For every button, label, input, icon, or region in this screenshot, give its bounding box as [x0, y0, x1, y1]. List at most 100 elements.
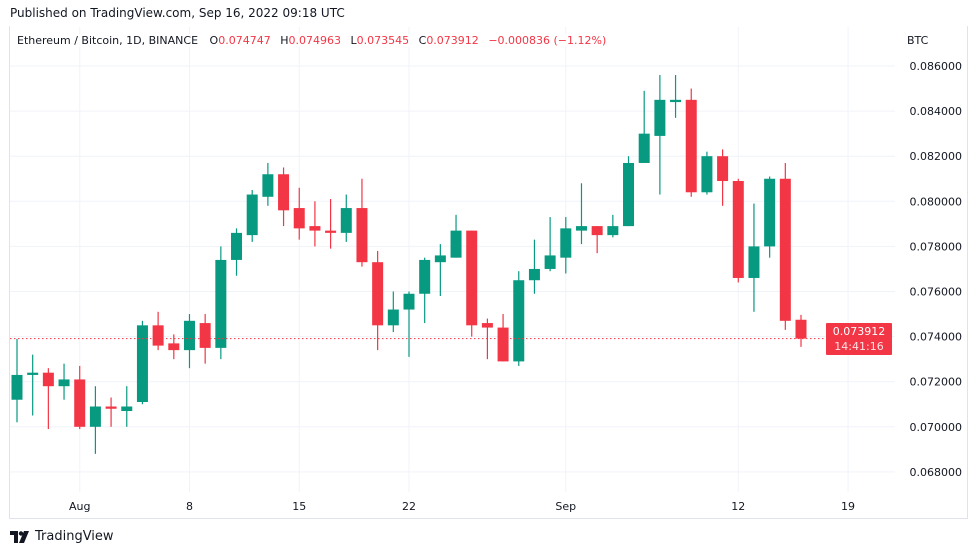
footer-brand[interactable]: TradingView — [10, 529, 114, 544]
close-label: C — [418, 34, 427, 47]
open-label: O — [209, 34, 219, 47]
candle-body — [795, 319, 807, 339]
candle-down — [685, 88, 697, 197]
candle-down — [42, 368, 54, 430]
candle-up — [575, 183, 587, 245]
candle-down — [74, 365, 86, 430]
candle-up — [246, 190, 258, 242]
candle-body — [11, 374, 23, 400]
candle-up — [27, 354, 39, 416]
candle-body — [105, 406, 117, 409]
candle-up — [638, 90, 650, 163]
candle-up — [89, 386, 101, 454]
candle-body — [481, 323, 493, 328]
close-value: 0.073912 — [426, 34, 479, 47]
candle-body — [340, 208, 352, 233]
candle-body — [638, 133, 650, 163]
candle-up — [58, 363, 70, 400]
candle-up — [11, 338, 23, 423]
change-value: −0.000836 (−1.12%) — [488, 34, 607, 47]
candle-up — [403, 291, 415, 357]
candle-body — [152, 325, 164, 346]
candle-body — [701, 156, 713, 193]
candle-body — [278, 174, 290, 211]
candle-up — [136, 320, 148, 405]
candle-body — [764, 178, 776, 247]
candle-body — [607, 226, 619, 236]
candle-down — [278, 167, 290, 227]
candle-body — [356, 208, 368, 263]
last-price-tag: 0.073912 14:41:16 — [826, 323, 892, 355]
candle-body — [136, 325, 148, 402]
candle-body — [466, 230, 478, 326]
candle-body — [309, 226, 321, 231]
candle-body — [450, 230, 462, 258]
candle-body — [121, 406, 133, 412]
candle-body — [779, 178, 791, 321]
time-tick-label: 8 — [186, 500, 193, 513]
candle-up — [670, 75, 682, 118]
price-axis: 0.086000 0.084000 0.082000 0.080000 0.078000… — [910, 60, 963, 479]
candle-up — [560, 217, 572, 274]
time-tick-label: Aug — [69, 500, 90, 513]
candle-body — [654, 99, 666, 136]
candle-body — [591, 226, 603, 236]
bar-countdown: 14:41:16 — [834, 340, 884, 353]
candle-up — [183, 314, 195, 369]
candle-body — [748, 246, 760, 278]
candle-up — [262, 162, 274, 206]
candle-body — [293, 208, 305, 229]
candle-up — [121, 386, 133, 427]
price-tick-label: 0.078000 — [910, 240, 963, 253]
candle-up — [748, 203, 760, 312]
candle-up — [387, 291, 399, 333]
candle-up — [701, 151, 713, 195]
candle-body — [262, 174, 274, 197]
time-tick-label: Sep — [555, 500, 576, 513]
candle-body — [372, 262, 384, 326]
candle-up — [607, 214, 619, 238]
price-tick-label: 0.074000 — [910, 331, 963, 344]
candle-up — [450, 214, 462, 258]
price-tick-label: 0.076000 — [910, 286, 963, 299]
candle-body — [403, 293, 415, 310]
time-tick-label: 22 — [402, 500, 416, 513]
candle-down — [309, 201, 321, 247]
price-tick-label: 0.082000 — [910, 150, 963, 163]
candle-down — [372, 250, 384, 351]
candle-body — [575, 226, 587, 231]
candle-up — [654, 75, 666, 195]
candle-body — [560, 228, 572, 258]
candle-up — [419, 257, 431, 324]
candle-down — [591, 226, 603, 254]
candle-body — [717, 156, 729, 182]
high-label: H — [280, 34, 289, 47]
chart-frame — [9, 26, 968, 519]
candle-body — [246, 194, 258, 236]
candle-body — [58, 379, 70, 387]
candle-down — [325, 199, 337, 249]
candle-body — [74, 379, 86, 427]
candle-down — [795, 314, 807, 347]
candle-body — [387, 309, 399, 326]
candle-up — [513, 271, 525, 366]
candle-down — [168, 334, 180, 360]
candle-up — [215, 246, 227, 360]
price-tick-label: 0.068000 — [910, 466, 963, 479]
low-value: 0.073545 — [356, 34, 410, 47]
candle-body — [183, 320, 195, 351]
candle-down — [152, 311, 164, 351]
candle-body — [497, 327, 509, 362]
price-tick-label: 0.070000 — [910, 421, 963, 434]
tradingview-logo-icon — [10, 530, 29, 543]
candle-down — [293, 187, 305, 240]
candle-down — [105, 397, 117, 427]
candle-body — [231, 232, 243, 260]
price-tick-label: 0.086000 — [910, 60, 963, 73]
price-tick-label: 0.072000 — [910, 376, 963, 389]
candle-body — [199, 323, 211, 348]
candle-body — [27, 372, 39, 375]
candle-body — [168, 343, 180, 351]
candle-down — [779, 162, 791, 330]
